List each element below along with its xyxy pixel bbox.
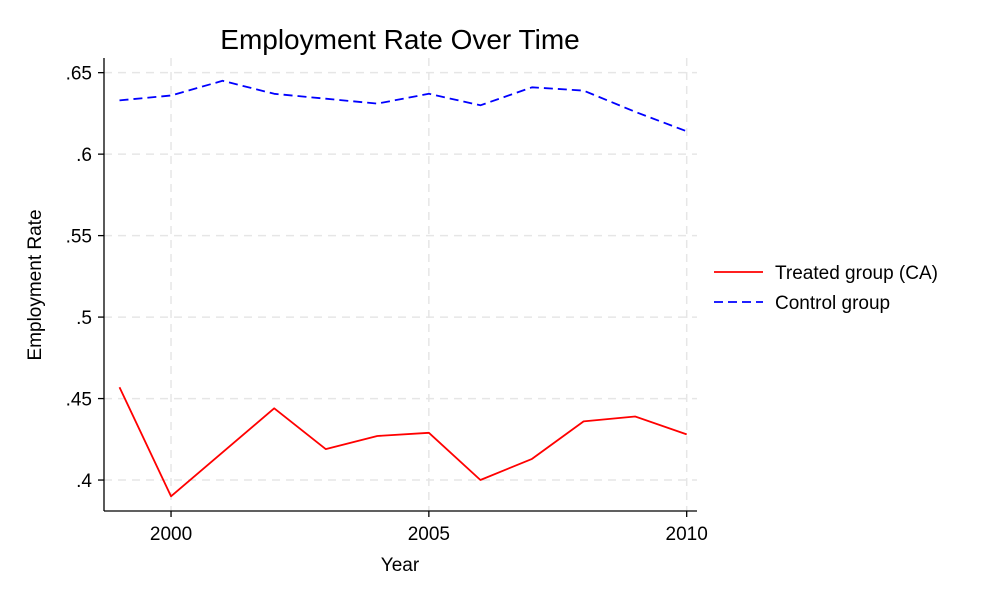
x-tick-label: 2005 [408, 524, 450, 545]
axes [103, 58, 697, 512]
legend-label-control: Control group [775, 293, 890, 314]
y-tick-label: .65 [66, 64, 92, 85]
series-lines [118, 79, 688, 498]
y-tick-label: .4 [76, 471, 92, 492]
legend-label-treated: Treated group (CA) [775, 263, 938, 284]
series-line-treated [118, 386, 687, 498]
x-tick-label: 2010 [666, 524, 708, 545]
grid [104, 58, 697, 511]
legend: Treated group (CA) Control group [714, 263, 938, 314]
y-tick-label: .6 [76, 145, 92, 166]
x-tick-label: 2000 [150, 524, 192, 545]
chart-title: Employment Rate Over Time [220, 24, 579, 55]
x-axis-label: Year [381, 555, 420, 576]
y-tick-label: .55 [66, 227, 92, 248]
y-axis-label: Employment Rate [25, 209, 46, 360]
series-line-control [119, 79, 688, 133]
y-tick-label: .5 [76, 308, 92, 329]
y-tick-label: .45 [66, 390, 92, 411]
ticks: .4 .45 .5 .55 .6 .65 2000 2005 2010 [66, 64, 708, 545]
